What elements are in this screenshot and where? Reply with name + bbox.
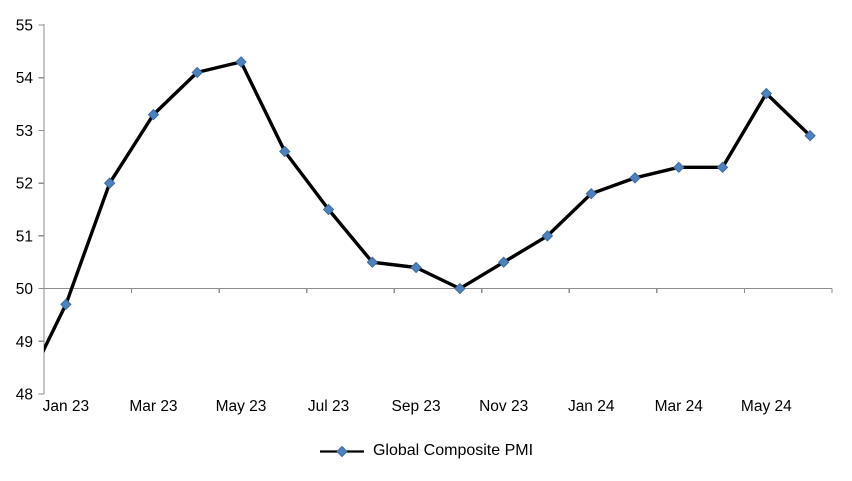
y-axis-tick-label: 51 (16, 228, 33, 245)
data-point-marker (235, 56, 247, 68)
y-axis-tick-label: 55 (16, 18, 33, 35)
legend: Global Composite PMI (0, 441, 852, 461)
data-point-marker (279, 145, 291, 158)
y-axis-tick-label: 50 (16, 281, 34, 298)
data-point-marker (147, 108, 160, 121)
x-axis-tick-label: Jan 24 (568, 398, 615, 415)
series-group (44, 56, 816, 354)
x-axis-tick-label: Jan 23 (43, 398, 90, 415)
data-point-marker (760, 87, 773, 100)
x-axis-tick-label: May 23 (216, 398, 267, 415)
data-point-marker (541, 230, 554, 242)
data-point-marker (103, 177, 116, 189)
x-axis-tick-label: Mar 23 (129, 398, 177, 415)
x-axis-tick-label: Jul 23 (308, 398, 349, 415)
series-line (44, 60, 812, 354)
y-axis-tick-label: 52 (16, 176, 33, 193)
x-axis-tick-label: Mar 24 (655, 398, 704, 415)
data-point-marker (454, 282, 466, 295)
data-point-marker (629, 172, 641, 184)
data-point-marker (60, 298, 72, 311)
data-point-marker (366, 256, 379, 268)
legend-line-marker-icon (319, 445, 364, 457)
data-point-marker (410, 261, 422, 274)
legend-label: Global Composite PMI (372, 442, 534, 459)
data-point-marker (497, 256, 510, 268)
y-axis-tick-label: 53 (16, 123, 33, 140)
data-point-marker (191, 66, 203, 79)
y-axis-tick-label: 49 (16, 334, 33, 351)
data-point-marker (673, 161, 685, 174)
data-point-marker (804, 129, 816, 142)
y-axis-tick-label: 54 (16, 70, 34, 87)
x-axis-tick-label: Sep 23 (392, 398, 441, 415)
data-point-marker (585, 187, 597, 200)
y-axis-tick-label: 48 (16, 387, 33, 404)
data-point-marker (716, 161, 729, 174)
x-axis-tick-label: May 24 (741, 398, 792, 415)
data-point-marker (322, 203, 335, 216)
x-axis-tick-label: Nov 23 (479, 398, 528, 415)
